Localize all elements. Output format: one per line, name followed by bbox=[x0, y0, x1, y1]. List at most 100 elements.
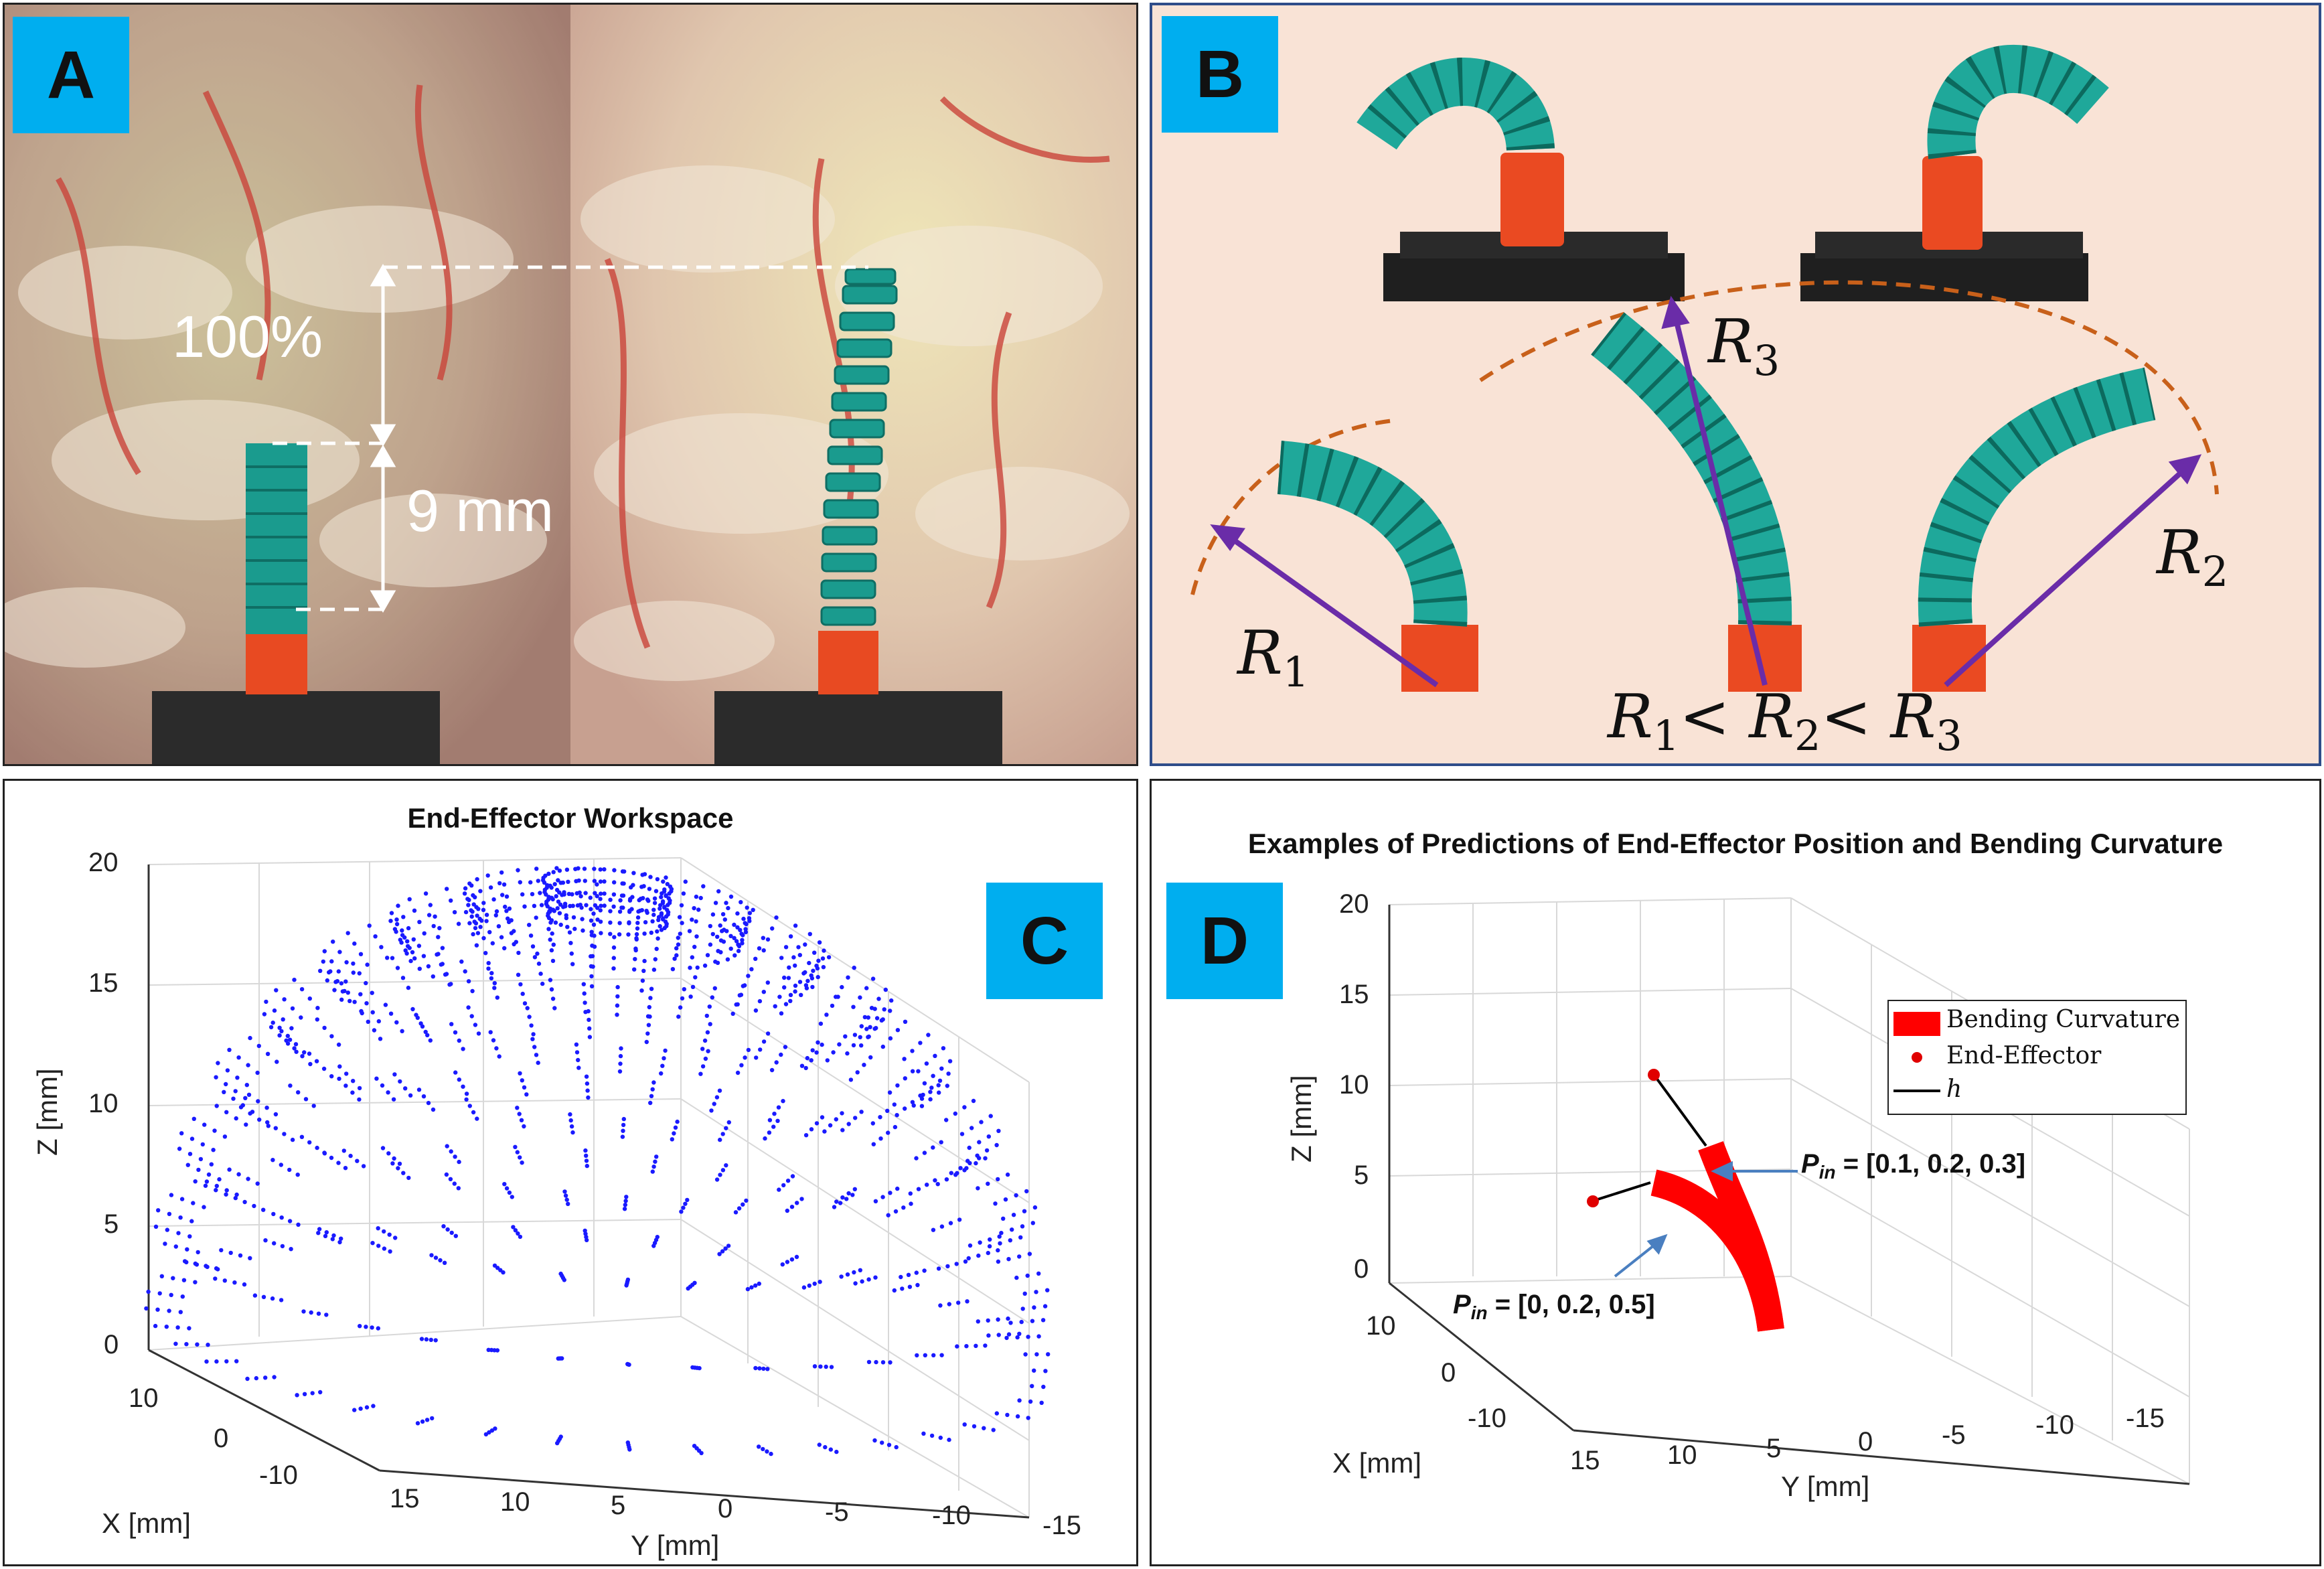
workspace-point bbox=[357, 1097, 362, 1102]
prediction-grid bbox=[1389, 897, 2190, 1485]
prediction-title: Examples of Predictions of End-Effector … bbox=[1247, 828, 2224, 859]
workspace-point bbox=[757, 1366, 762, 1371]
workspace-point bbox=[479, 918, 484, 923]
workspace-point bbox=[1008, 1238, 1013, 1243]
workspace-point bbox=[373, 934, 378, 939]
workspace-point bbox=[516, 972, 521, 977]
workspace-point bbox=[475, 877, 479, 882]
workspace-point bbox=[528, 933, 534, 938]
workspace-point bbox=[967, 1161, 972, 1166]
workspace-point bbox=[831, 1050, 836, 1055]
workspace-point bbox=[695, 965, 700, 970]
workspace-point bbox=[227, 1167, 232, 1172]
workspace-point bbox=[550, 958, 556, 964]
workspace-point bbox=[900, 1286, 905, 1291]
workspace-point bbox=[324, 1313, 329, 1317]
workspace-point bbox=[880, 1195, 885, 1199]
workspace-point bbox=[1030, 1221, 1036, 1225]
workspace-point bbox=[946, 1071, 951, 1076]
workspace-point bbox=[461, 1047, 465, 1051]
workspace-point bbox=[548, 920, 553, 925]
workspace-point bbox=[739, 900, 743, 905]
workspace-point bbox=[433, 1338, 438, 1343]
workspace-point bbox=[464, 1097, 469, 1102]
workspace-point bbox=[955, 1344, 959, 1349]
workspace-point bbox=[527, 1015, 532, 1019]
workspace-point bbox=[807, 931, 813, 936]
workspace-point bbox=[936, 1266, 941, 1271]
workspace-point bbox=[449, 1149, 453, 1154]
workspace-point bbox=[225, 1068, 230, 1073]
workspace-point bbox=[156, 1208, 161, 1213]
workspace-point bbox=[399, 940, 404, 945]
workspace-point bbox=[817, 940, 822, 945]
workspace-point bbox=[549, 987, 554, 992]
workspace-point bbox=[963, 1259, 968, 1264]
workspace-point bbox=[337, 1064, 342, 1069]
workspace-point bbox=[416, 944, 422, 948]
legend-label-end-effector: End-Effector bbox=[1946, 1042, 2102, 1069]
workspace-point bbox=[388, 1011, 394, 1016]
workspace-point bbox=[645, 1031, 650, 1036]
workspace-point bbox=[931, 1227, 936, 1232]
workspace-point bbox=[550, 931, 554, 936]
workspace-point bbox=[536, 879, 540, 883]
workspace-point bbox=[652, 901, 657, 905]
workspace-point bbox=[316, 1231, 321, 1236]
workspace-point bbox=[572, 926, 577, 931]
workspace-point bbox=[868, 1055, 873, 1060]
workspace-point bbox=[840, 1111, 844, 1116]
workspace-point bbox=[612, 880, 617, 885]
workspace-point bbox=[422, 931, 427, 936]
workspace-point bbox=[608, 920, 613, 925]
workspace-point bbox=[922, 1150, 927, 1155]
workspace-point bbox=[677, 915, 682, 919]
workspace-point bbox=[670, 1137, 674, 1142]
workspace-point bbox=[227, 1047, 232, 1052]
workspace-point bbox=[1036, 1334, 1041, 1339]
workspace-point bbox=[273, 1126, 278, 1130]
workspace-point bbox=[329, 1155, 334, 1161]
workspace-point bbox=[939, 1066, 944, 1071]
workspace-point bbox=[906, 1272, 911, 1277]
workspace-point bbox=[499, 935, 504, 940]
workspace-point bbox=[925, 1183, 929, 1187]
workspace-point bbox=[851, 1004, 856, 1009]
workspace-point bbox=[761, 1446, 765, 1452]
workspace-point bbox=[252, 1293, 258, 1298]
workspace-point bbox=[812, 1281, 817, 1286]
workspace-point bbox=[202, 1122, 207, 1127]
workspace-point bbox=[646, 1023, 651, 1027]
workspace-point bbox=[234, 1359, 239, 1363]
panel-a-photo bbox=[5, 5, 1136, 764]
workspace-point bbox=[878, 1115, 882, 1120]
workspace-point bbox=[357, 1086, 362, 1091]
workspace-point bbox=[726, 1244, 731, 1248]
workspace-point bbox=[1026, 1416, 1030, 1420]
workspace-point bbox=[974, 1343, 978, 1348]
workspace-point bbox=[801, 1285, 807, 1290]
workspace-point bbox=[447, 982, 452, 987]
workspace-point bbox=[699, 1450, 704, 1456]
workspace-point bbox=[805, 978, 810, 983]
workspace-point bbox=[551, 942, 556, 947]
workspace-point bbox=[536, 1060, 540, 1065]
workspace-point bbox=[1003, 1197, 1008, 1202]
workspace-point bbox=[852, 1033, 858, 1037]
workspace-point bbox=[996, 1333, 1001, 1337]
workspace-point bbox=[315, 1145, 319, 1150]
workspace-point bbox=[599, 931, 603, 936]
workspace-point bbox=[692, 1280, 697, 1285]
workspace-x-tick: 0 bbox=[214, 1424, 229, 1453]
relation-lt1: < bbox=[1679, 682, 1730, 752]
workspace-point bbox=[612, 935, 617, 940]
workspace-point bbox=[209, 1162, 214, 1167]
workspace-point bbox=[292, 978, 297, 982]
workspace-point bbox=[623, 1203, 627, 1207]
workspace-point bbox=[153, 1323, 158, 1329]
workspace-point bbox=[214, 1183, 219, 1189]
workspace-point bbox=[726, 905, 730, 911]
workspace-point bbox=[515, 1150, 520, 1154]
workspace-point bbox=[246, 1177, 250, 1181]
workspace-point bbox=[271, 1211, 276, 1217]
